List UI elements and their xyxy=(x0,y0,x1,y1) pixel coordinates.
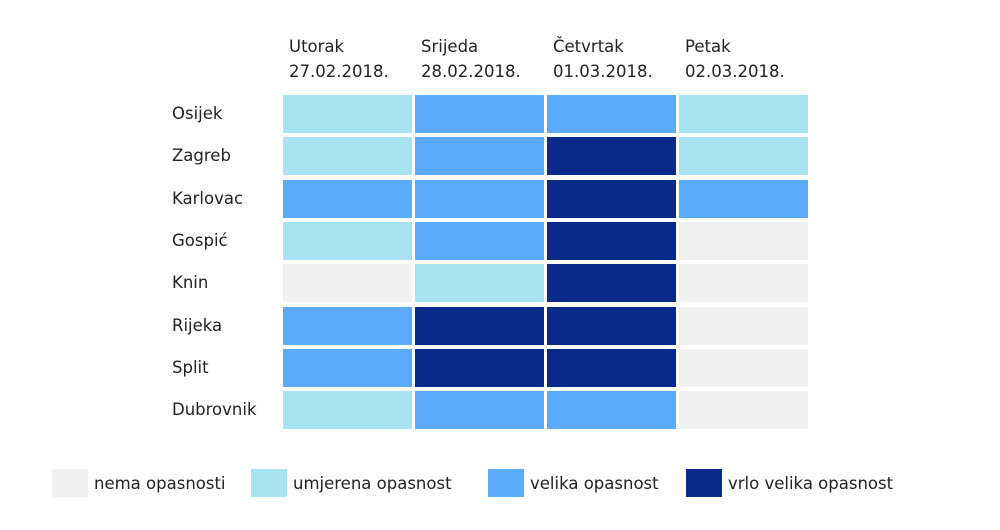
row-label: Gospić xyxy=(172,230,228,250)
row-label: Osijek xyxy=(172,104,223,123)
heatmap-cell xyxy=(415,306,544,345)
row-label: Split xyxy=(172,357,209,377)
heatmap-cell xyxy=(283,95,412,133)
column-header: Srijeda 28.02.2018. xyxy=(421,34,549,84)
heatmap-cell xyxy=(679,348,808,387)
legend-swatch xyxy=(52,469,88,497)
legend-label: nema opasnosti xyxy=(94,474,226,493)
heatmap-cell xyxy=(547,306,676,345)
heatmap-cell xyxy=(547,179,676,218)
heatmap-cell xyxy=(547,391,676,430)
column-header-day: Petak xyxy=(685,37,731,56)
heatmap-cell xyxy=(283,264,412,303)
heatmap-cell xyxy=(283,306,412,345)
legend-label: vrlo velika opasnost xyxy=(728,474,894,493)
row-label: Knin xyxy=(172,273,209,293)
row-label: Rijeka xyxy=(172,315,223,335)
heatmap-cell xyxy=(679,306,808,345)
column-header-day: Četvrtak xyxy=(553,37,624,56)
row-label: Zagreb xyxy=(172,146,231,166)
heatmap-cell xyxy=(679,137,808,176)
heatmap-cell xyxy=(547,137,676,176)
heatmap-cell xyxy=(283,221,412,260)
heatmap-cell xyxy=(283,179,412,218)
legend-swatch xyxy=(686,469,722,497)
column-header-day: Srijeda xyxy=(421,37,479,56)
heatmap-cell xyxy=(415,391,544,430)
heatmap-cell xyxy=(679,264,808,303)
heatmap-cell xyxy=(415,95,544,133)
heatmap-cell xyxy=(547,348,676,387)
heatmap-cell xyxy=(415,264,544,303)
heatmap-cell xyxy=(415,348,544,387)
heatmap-cell xyxy=(283,391,412,430)
heatmap-cell xyxy=(415,137,544,176)
column-header: Utorak 27.02.2018. xyxy=(289,34,417,84)
heatmap-cell xyxy=(679,391,808,430)
heatmap-cell xyxy=(547,221,676,260)
row-label: Karlovac xyxy=(172,188,244,208)
heatmap-cell xyxy=(415,179,544,218)
heatmap-cell xyxy=(679,179,808,218)
column-header-day: Utorak xyxy=(289,37,345,56)
heatmap-cell xyxy=(547,264,676,303)
heatmap-cell xyxy=(283,348,412,387)
column-header-date: 28.02.2018. xyxy=(421,62,521,81)
heatmap-cell xyxy=(547,95,676,133)
legend-swatch xyxy=(251,469,287,497)
column-header-date: 02.03.2018. xyxy=(685,62,785,81)
heatmap-cell xyxy=(679,95,808,133)
heatmap-cell xyxy=(283,137,412,176)
legend-swatch xyxy=(488,469,524,497)
column-header-date: 01.03.2018. xyxy=(553,62,653,81)
legend-label: velika opasnost xyxy=(530,474,659,493)
row-label: Dubrovnik xyxy=(172,400,257,420)
column-header: Petak 02.03.2018. xyxy=(685,34,813,84)
column-header-date: 27.02.2018. xyxy=(289,62,389,81)
column-header: Četvrtak 01.03.2018. xyxy=(553,34,681,84)
heatmap-cell xyxy=(415,221,544,260)
heatmap-cell xyxy=(679,221,808,260)
legend-label: umjerena opasnost xyxy=(293,474,452,493)
